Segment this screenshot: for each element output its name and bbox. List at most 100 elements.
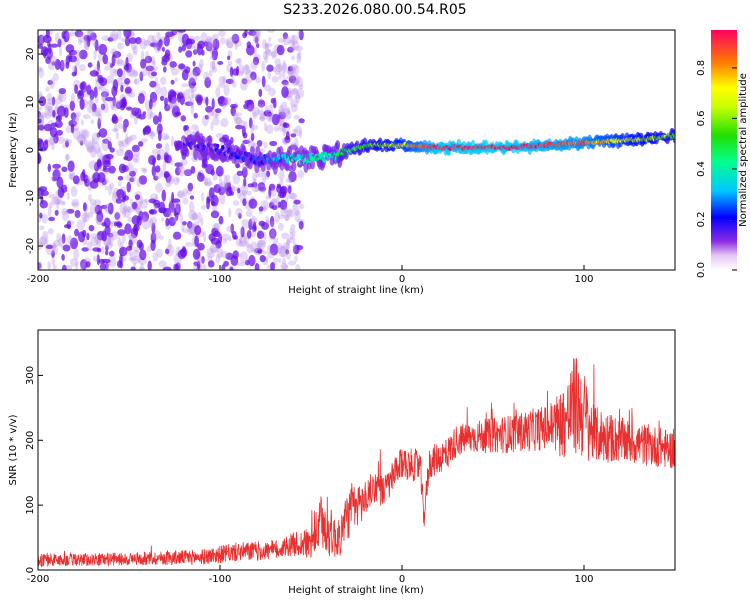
heatmap-noise-blob — [129, 177, 135, 183]
heatmap-noise-blob — [278, 258, 282, 264]
heatmap-noise-blob — [102, 165, 107, 171]
heatmap-noise-blob — [93, 49, 97, 60]
heatmap-noise-blob — [168, 200, 175, 213]
heatmap-noise-blob — [161, 217, 165, 222]
heatmap-noise-blob — [211, 59, 216, 71]
heatmap-noise-blob — [289, 227, 294, 234]
heatmap-noise-blob — [155, 143, 163, 149]
heatmap-noise-blob — [65, 153, 69, 163]
heatmap-noise-blob — [67, 160, 75, 172]
heatmap-noise-blob — [297, 30, 301, 39]
heatmap-noise-blob — [94, 107, 103, 117]
heatmap-noise-blob — [290, 34, 299, 45]
heatmap-noise-blob — [278, 63, 283, 75]
heatmap-noise-blob — [63, 224, 71, 229]
heatmap-noise-blob — [225, 78, 234, 85]
heatmap-ridge-halo — [184, 148, 190, 158]
heatmap-noise-blob — [294, 210, 301, 222]
heatmap-noise-blob — [118, 246, 128, 257]
heatmap-noise-blob — [292, 40, 300, 51]
heatmap-noise-blob — [220, 118, 229, 128]
heatmap-noise-blob — [175, 201, 179, 213]
heatmap-noise-blob — [136, 215, 142, 227]
spectrogram-y-label: Frequency (Hz) — [8, 112, 19, 188]
heatmap-noise-blob — [287, 193, 296, 200]
heatmap-noise-blob — [190, 86, 195, 98]
heatmap-noise-blob — [259, 109, 265, 120]
heatmap-noise-blob — [250, 122, 255, 135]
heatmap-noise-blob — [47, 108, 54, 117]
heatmap-noise-blob — [240, 226, 245, 238]
heatmap-noise-blob — [273, 126, 280, 132]
heatmap-noise-blob — [294, 64, 300, 75]
heatmap-noise-blob — [52, 264, 57, 270]
heatmap-noise-blob — [122, 123, 127, 133]
heatmap-noise-blob — [241, 163, 247, 171]
heatmap-noise-blob — [71, 198, 80, 208]
heatmap-noise-blob — [250, 132, 255, 142]
heatmap-noise-blob — [206, 197, 211, 210]
heatmap-noise-blob — [239, 184, 249, 195]
heatmap-noise-blob — [271, 50, 277, 60]
heatmap-ridge-cell — [322, 158, 327, 163]
heatmap-noise-blob — [235, 124, 244, 130]
heatmap-noise-blob — [184, 124, 189, 131]
heatmap-noise-blob — [46, 98, 55, 105]
snr-y-label: SNR (10 * v/v) — [8, 414, 19, 485]
heatmap-noise-blob — [289, 231, 294, 241]
heatmap-noise-blob — [87, 145, 95, 153]
heatmap-marks — [38, 30, 675, 270]
heatmap-noise-blob — [101, 139, 110, 152]
heatmap-noise-blob — [156, 41, 162, 51]
heatmap-noise-blob — [63, 107, 69, 118]
heatmap-noise-blob — [266, 170, 271, 178]
heatmap-noise-blob — [270, 221, 275, 229]
heatmap-noise-blob — [61, 264, 67, 270]
heatmap-noise-blob — [142, 126, 151, 135]
heatmap-noise-blob — [299, 84, 304, 90]
heatmap-noise-blob — [105, 96, 114, 102]
heatmap-noise-blob — [140, 50, 145, 61]
heatmap-noise-blob — [278, 109, 284, 116]
heatmap-ridge-halo — [335, 140, 341, 150]
heatmap-noise-blob — [271, 204, 278, 210]
heatmap-noise-blob — [78, 49, 88, 60]
heatmap-noise-blob — [94, 199, 101, 207]
colorbar-strip — [711, 30, 737, 270]
heatmap-noise-blob — [197, 212, 202, 224]
heatmap-noise-blob — [237, 187, 241, 194]
heatmap-noise-blob — [40, 46, 49, 56]
heatmap-noise-blob — [209, 61, 216, 70]
heatmap-noise-blob — [297, 50, 302, 60]
heatmap-noise-blob — [219, 181, 228, 194]
heatmap-noise-blob — [262, 172, 267, 185]
heatmap-noise-blob — [38, 152, 41, 164]
heatmap-noise-blob — [125, 57, 129, 68]
heatmap-noise-blob — [161, 46, 165, 52]
colorbar-tick-label: 0.8 — [696, 60, 707, 76]
heatmap-noise-blob — [51, 197, 60, 206]
heatmap-noise-blob — [289, 99, 299, 108]
heatmap-noise-blob — [62, 143, 67, 149]
heatmap-noise-blob — [281, 79, 289, 86]
heatmap-noise-blob — [250, 228, 256, 238]
heatmap-noise-blob — [174, 111, 182, 116]
heatmap-noise-blob — [130, 266, 136, 270]
heatmap-noise-blob — [259, 255, 266, 263]
heatmap-noise-blob — [141, 217, 151, 230]
heatmap-noise-blob — [177, 30, 187, 33]
heatmap-noise-blob — [54, 32, 60, 43]
heatmap-noise-blob — [179, 95, 185, 106]
heatmap-noise-blob — [258, 220, 266, 227]
heatmap-noise-blob — [205, 105, 213, 113]
heatmap-noise-blob — [71, 71, 77, 77]
heatmap-noise-blob — [70, 123, 75, 134]
heatmap-noise-blob — [269, 228, 277, 239]
heatmap-noise-blob — [51, 61, 55, 66]
heatmap-noise-blob — [281, 264, 289, 270]
heatmap-noise-blob — [65, 264, 73, 270]
heatmap-noise-blob — [288, 236, 296, 244]
heatmap-noise-blob — [39, 236, 46, 247]
heatmap-noise-blob — [183, 169, 193, 177]
heatmap-noise-blob — [171, 96, 177, 108]
